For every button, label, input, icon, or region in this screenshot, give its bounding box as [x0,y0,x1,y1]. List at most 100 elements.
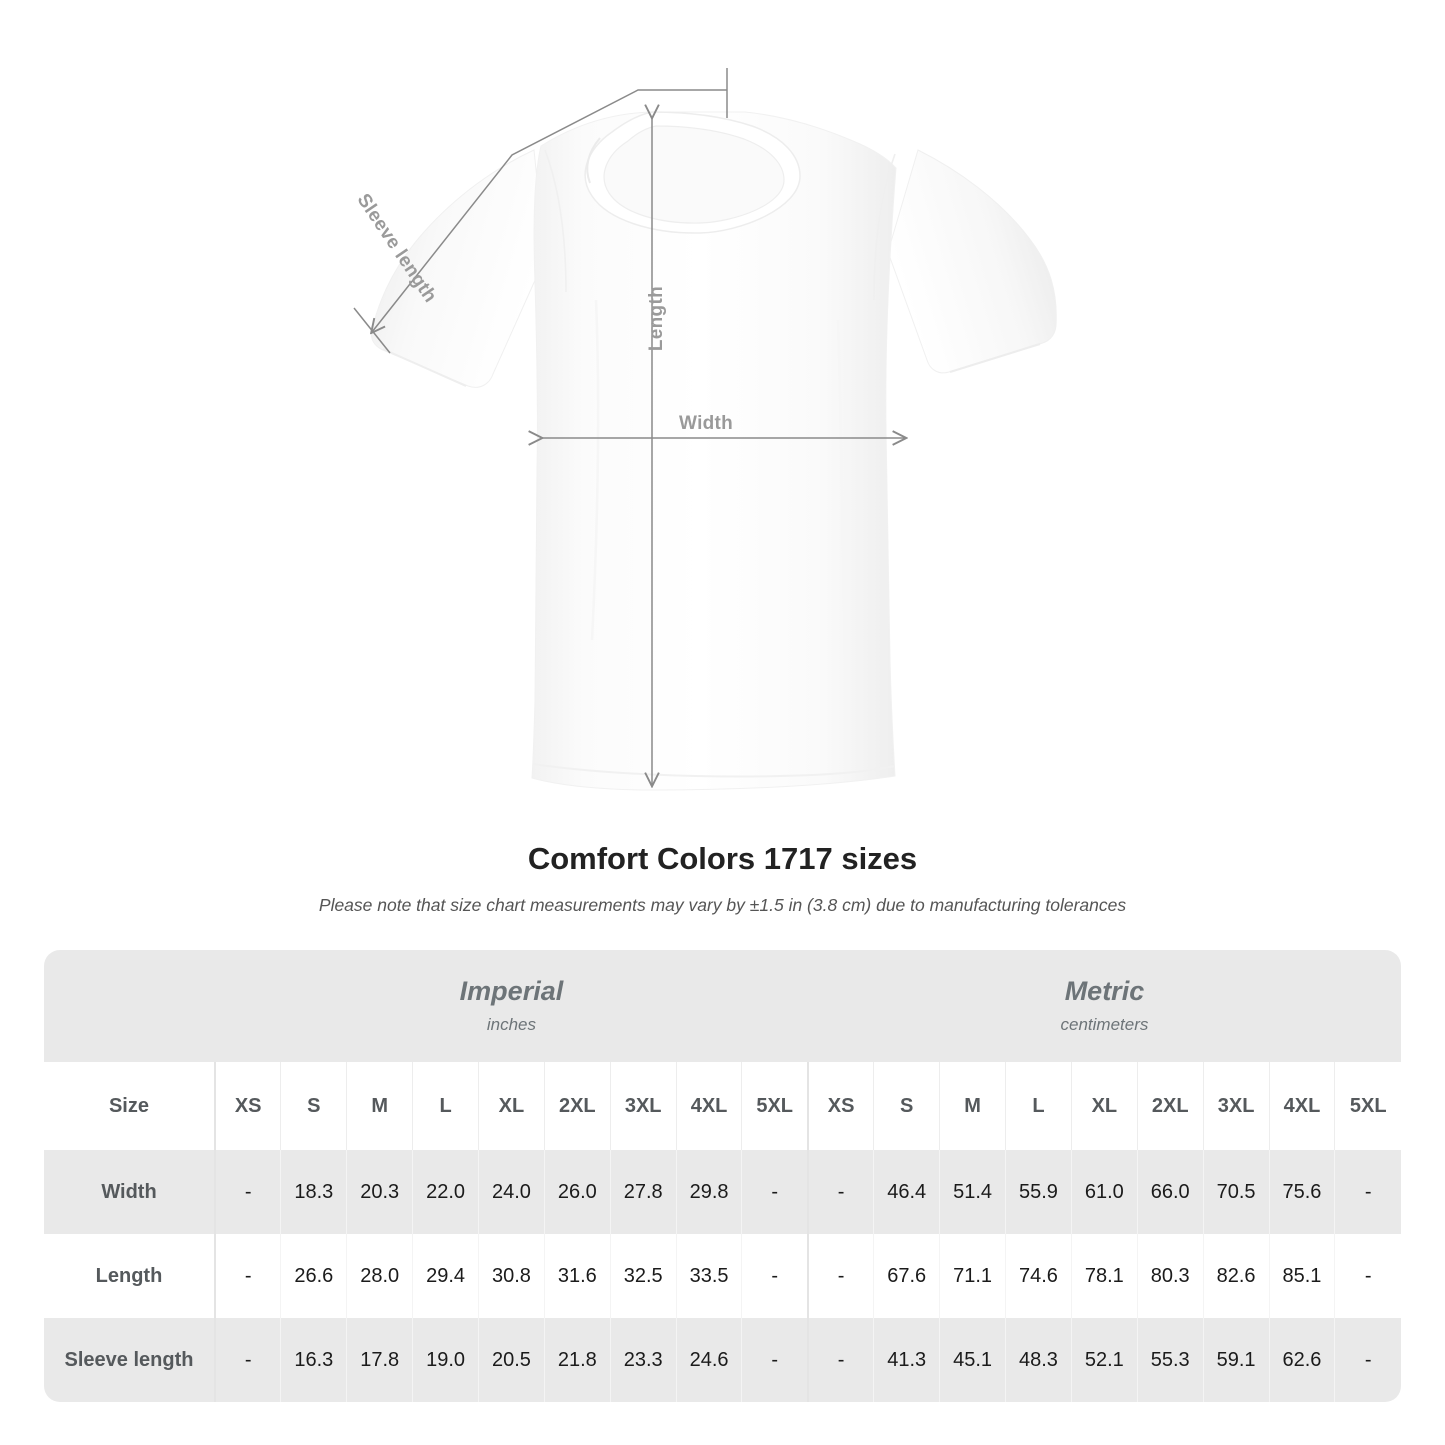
size-header-imperial-xs: XS [214,1062,282,1150]
tshirt-size-diagram: Width Length Sleeve length [353,68,1057,791]
metric-system-header: Metric centimeters [807,950,1401,1062]
cell-length-metric-xl: 78.1 [1071,1234,1138,1318]
table-row: Sleeve length - 16.3 17.8 19.0 20.5 21.8… [44,1318,1401,1402]
cell-length-metric-s: 67.6 [873,1234,941,1318]
cell-sleeve-metric-xs: - [806,1318,875,1402]
cell-sleeve-metric-s: 41.3 [873,1318,941,1402]
size-header-imperial-2xl: 2XL [544,1062,611,1150]
cell-length-metric-l: 74.6 [1005,1234,1072,1318]
cell-length-imperial-m: 28.0 [346,1234,414,1318]
measurement-lines [353,68,905,785]
cell-length-imperial-xl: 30.8 [478,1234,545,1318]
cell-length-metric-4xl: 85.1 [1269,1234,1336,1318]
size-header-metric-xl: XL [1071,1062,1138,1150]
cell-length-metric-2xl: 80.3 [1137,1234,1204,1318]
cell-sleeve-imperial-l: 19.0 [412,1318,479,1402]
cell-sleeve-imperial-xs: - [214,1318,282,1402]
cell-sleeve-imperial-5xl: - [741,1318,809,1402]
page-subtitle: Please note that size chart measurements… [318,895,1127,916]
tshirt-illustration-svg [353,68,1057,791]
cell-width-metric-3xl: 70.5 [1203,1150,1270,1234]
cell-sleeve-imperial-4xl: 24.6 [676,1318,743,1402]
cell-sleeve-metric-l: 48.3 [1005,1318,1072,1402]
size-header-metric-2xl: 2XL [1137,1062,1204,1150]
cell-sleeve-metric-5xl: - [1334,1318,1401,1402]
cell-width-metric-xs: - [806,1150,875,1234]
size-header-imperial-5xl: 5XL [741,1062,809,1150]
size-header-row: Size XS S M L XL 2XL 3XL 4XL 5XL XS S M … [44,1062,1401,1150]
cell-sleeve-imperial-3xl: 23.3 [610,1318,677,1402]
cell-width-imperial-m: 20.3 [346,1150,414,1234]
cell-sleeve-metric-m: 45.1 [939,1318,1007,1402]
row-label-length: Length [44,1234,216,1318]
size-header-imperial-l: L [412,1062,479,1150]
cell-length-imperial-2xl: 31.6 [544,1234,611,1318]
cell-width-metric-5xl: - [1334,1150,1401,1234]
size-header-metric-s: S [873,1062,941,1150]
size-header-imperial-3xl: 3XL [610,1062,677,1150]
cell-sleeve-metric-3xl: 59.1 [1203,1318,1270,1402]
size-header-metric-l: L [1005,1062,1072,1150]
cell-length-metric-3xl: 82.6 [1203,1234,1270,1318]
cell-width-imperial-s: 18.3 [280,1150,348,1234]
metric-unit: centimeters [1060,1015,1149,1034]
cell-sleeve-metric-xl: 52.1 [1071,1318,1138,1402]
cell-sleeve-imperial-xl: 20.5 [478,1318,545,1402]
cell-length-metric-5xl: - [1334,1234,1401,1318]
sleeve-end-tick [353,307,391,354]
row-label-sleeve-length: Sleeve length [44,1318,216,1402]
cell-sleeve-metric-4xl: 62.6 [1269,1318,1336,1402]
cell-width-metric-2xl: 66.0 [1137,1150,1204,1234]
page-title: Comfort Colors 1717 sizes [527,841,918,876]
metric-label: Metric [1064,976,1145,1007]
size-header-imperial-4xl: 4XL [676,1062,743,1150]
size-header-imperial-s: S [280,1062,348,1150]
cell-length-imperial-s: 26.6 [280,1234,348,1318]
cell-length-imperial-l: 29.4 [412,1234,479,1318]
length-dimension-label: Length [646,286,667,352]
cell-width-metric-l: 55.9 [1005,1150,1072,1234]
imperial-label: Imperial [459,976,564,1007]
size-chart-table-container: Imperial inches Metric centimeters Size … [44,950,1401,1402]
cell-width-imperial-5xl: - [741,1150,809,1234]
cell-width-imperial-4xl: 29.8 [676,1150,743,1234]
cell-width-metric-xl: 61.0 [1071,1150,1138,1234]
shirt-body-shape [371,111,1057,791]
unit-system-row: Imperial inches Metric centimeters [44,950,1401,1062]
cell-width-metric-s: 46.4 [873,1150,941,1234]
table-row: Width - 18.3 20.3 22.0 24.0 26.0 27.8 29… [44,1150,1401,1234]
imperial-system-header: Imperial inches [214,950,808,1062]
table-row: Length - 26.6 28.0 29.4 30.8 31.6 32.5 3… [44,1234,1401,1318]
size-header-metric-4xl: 4XL [1269,1062,1336,1150]
size-header-metric-5xl: 5XL [1334,1062,1401,1150]
cell-length-metric-m: 71.1 [939,1234,1007,1318]
cell-width-imperial-xl: 24.0 [478,1150,545,1234]
cell-length-imperial-4xl: 33.5 [676,1234,743,1318]
cell-sleeve-imperial-s: 16.3 [280,1318,348,1402]
cell-width-imperial-xs: - [214,1150,282,1234]
size-chart-table: Imperial inches Metric centimeters Size … [44,950,1401,1402]
cell-length-imperial-xs: - [214,1234,282,1318]
unit-row-spacer [44,950,215,1062]
cell-width-metric-4xl: 75.6 [1269,1150,1336,1234]
size-header-metric-3xl: 3XL [1203,1062,1270,1150]
width-dimension-label: Width [679,413,734,434]
size-header-imperial-xl: XL [478,1062,545,1150]
cell-width-imperial-2xl: 26.0 [544,1150,611,1234]
cell-length-metric-xs: - [806,1234,875,1318]
cell-width-imperial-l: 22.0 [412,1150,479,1234]
cell-length-imperial-5xl: - [741,1234,809,1318]
cell-width-imperial-3xl: 27.8 [610,1150,677,1234]
cell-sleeve-metric-2xl: 55.3 [1137,1318,1204,1402]
cell-length-imperial-3xl: 32.5 [610,1234,677,1318]
row-label-width: Width [44,1150,216,1234]
size-header-metric-xs: XS [806,1062,875,1150]
sleeve-arrow [372,89,727,332]
cell-sleeve-imperial-2xl: 21.8 [544,1318,611,1402]
size-header-metric-m: M [939,1062,1007,1150]
imperial-unit: inches [486,1015,537,1034]
size-header-imperial-m: M [346,1062,414,1150]
cell-sleeve-imperial-m: 17.8 [346,1318,414,1402]
cell-width-metric-m: 51.4 [939,1150,1007,1234]
size-header-label: Size [44,1062,216,1150]
